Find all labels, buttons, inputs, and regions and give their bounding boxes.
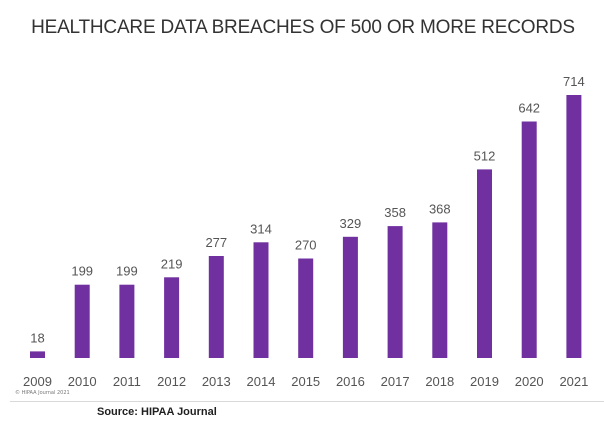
bar-2018 [432,222,448,358]
x-axis-ticks: 2009 2010 2011 2012 2013 2014 2015 2016 2017 2018… [23,374,588,389]
bar-2020 [521,121,537,358]
bar-2011 [119,284,135,358]
value-label-2016: 329 [340,216,362,231]
bar-2012 [164,277,180,358]
value-label-2013: 277 [205,235,227,250]
bottom-divider [10,401,604,402]
bar-2015 [298,258,314,358]
bar-2009 [30,351,45,358]
x-tick-2021: 2021 [559,374,588,389]
x-tick-2019: 2019 [470,374,499,389]
value-labels-layer: 18 199 199 219 277 314 270 329 358 368 512 642 714 [30,74,584,345]
bar-2013 [208,256,224,358]
value-label-2015: 270 [295,238,317,253]
bar-2019 [477,169,492,358]
copyright-note: © HIPAA Journal 2021 [15,389,70,396]
value-label-2012: 219 [161,256,183,271]
bars-layer [30,95,582,358]
x-tick-2009: 2009 [23,374,52,389]
x-tick-2015: 2015 [291,374,320,389]
value-label-2011: 199 [116,264,138,279]
value-label-2017: 358 [384,205,406,220]
x-tick-2016: 2016 [336,374,365,389]
bar-2021 [566,95,582,358]
x-tick-2020: 2020 [515,374,544,389]
value-label-2020: 642 [518,101,540,116]
x-tick-2012: 2012 [157,374,186,389]
value-label-2021: 714 [563,74,585,89]
x-tick-2013: 2013 [202,374,231,389]
value-label-2018: 368 [429,201,451,216]
value-label-2009: 18 [30,330,44,345]
source-caption: Source: HIPAA Journal [97,406,217,418]
value-label-2014: 314 [250,221,272,236]
x-tick-2017: 2017 [381,374,410,389]
bar-2014 [253,242,269,358]
value-label-2019: 512 [474,148,496,163]
bar-2016 [342,236,358,358]
bar-2017 [387,226,403,358]
x-tick-2011: 2011 [113,374,141,389]
x-tick-2014: 2014 [247,374,276,389]
x-tick-2018: 2018 [425,374,454,389]
value-label-2010: 199 [71,264,93,279]
chart-title: HEALTHCARE DATA BREACHES OF 500 OR MORE … [31,17,575,38]
x-tick-2010: 2010 [68,374,97,389]
bar-2010 [74,284,90,358]
